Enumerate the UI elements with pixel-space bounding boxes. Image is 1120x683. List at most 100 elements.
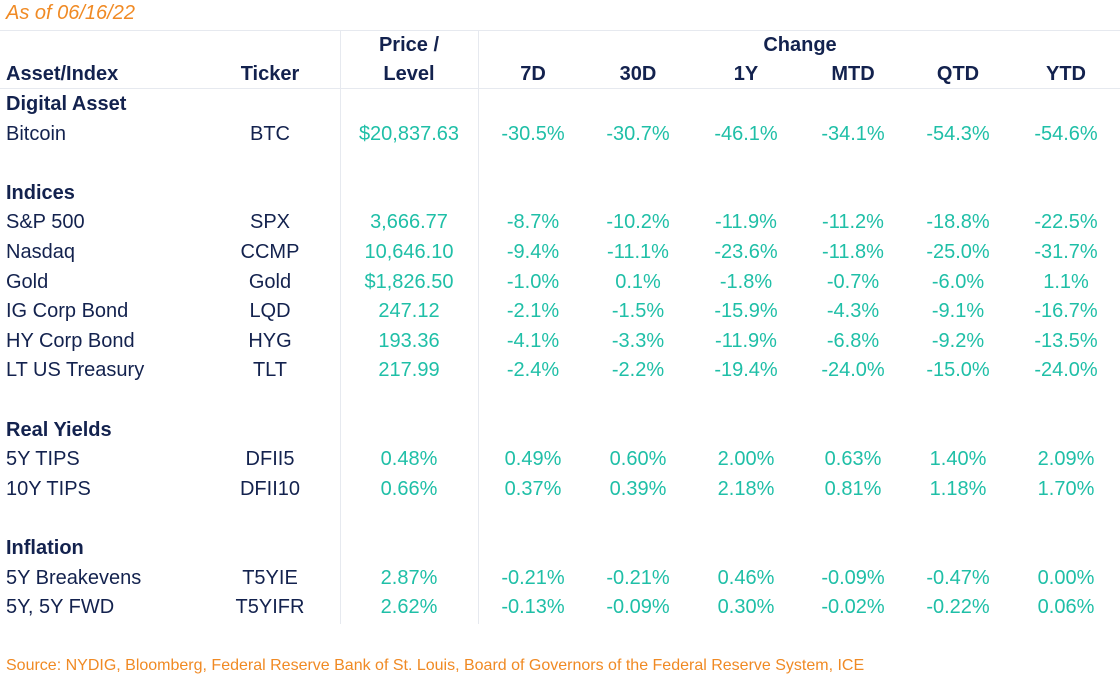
change-7d: -0.13%: [501, 596, 565, 619]
change-1y: 2.00%: [717, 448, 775, 471]
change-30d: -0.09%: [606, 596, 670, 619]
change-30d: -3.3%: [611, 329, 665, 352]
change-mtd: -11.2%: [822, 211, 884, 234]
section-title: Real Yields: [6, 418, 112, 441]
change-1y: -23.6%: [714, 241, 778, 263]
asset-name: Nasdaq: [6, 241, 75, 263]
change-mtd: -34.1%: [821, 122, 885, 145]
change-7d: -30.5%: [501, 122, 565, 145]
change-ytd: -22.5%: [1034, 211, 1098, 234]
table-row: IG Corp Bond LQD 247.12 -2.1% -1.5% -15.9% -4.…: [0, 300, 1120, 329]
header-period-5: YTD: [1046, 63, 1086, 85]
price-level: 193.36: [378, 329, 440, 352]
ticker: TLT: [252, 359, 288, 382]
change-qtd: -6.0%: [931, 270, 985, 293]
change-qtd: 1.40%: [929, 448, 987, 471]
ticker: CCMP: [240, 241, 300, 263]
change-ytd: -24.0%: [1034, 359, 1098, 382]
table-row: 5Y, 5Y FWD T5YIFR 2.62% -0.13% -0.09% 0.30% -0…: [0, 596, 1120, 625]
change-mtd: -0.02%: [821, 596, 885, 619]
header-price-line1: Price /: [378, 34, 440, 56]
change-30d: 0.39%: [609, 477, 667, 500]
change-qtd: -15.0%: [926, 359, 990, 382]
asset-name: IG Corp Bond: [6, 300, 129, 323]
table-row: Bitcoin BTC $20,837.63 -30.5% -30.7% -46.1% -3…: [0, 123, 1120, 152]
change-1y: -11.9%: [715, 329, 777, 352]
change-qtd: -9.1%: [931, 300, 985, 323]
change-ytd: -16.7%: [1034, 300, 1098, 323]
price-level: $20,837.63: [358, 122, 460, 145]
change-ytd: 0.00%: [1037, 566, 1095, 589]
price-level: 2.62%: [380, 596, 438, 619]
table-row: LT US Treasury TLT 217.99 -2.4% -2.2% -19.4% -…: [0, 359, 1120, 388]
section-title: Inflation: [6, 537, 84, 559]
asset-name: Bitcoin: [6, 122, 67, 145]
price-level: 247.12: [378, 300, 440, 323]
change-qtd: -18.8%: [926, 211, 990, 234]
change-7d: -4.1%: [506, 329, 560, 352]
asset-name: Gold: [6, 270, 49, 293]
ticker: DFII5: [245, 448, 295, 471]
ticker: HYG: [248, 329, 292, 352]
change-30d: -11.1%: [607, 241, 669, 263]
price-level: 0.48%: [380, 448, 438, 471]
price-level: 3,666.77: [370, 211, 448, 234]
ticker: Gold: [248, 270, 292, 293]
change-mtd: -4.3%: [826, 300, 880, 323]
change-1y: 2.18%: [717, 477, 775, 500]
section-title: Digital Asset: [6, 93, 127, 115]
header-period-1: 30D: [619, 63, 657, 85]
change-1y: -11.9%: [715, 211, 777, 234]
header-price-line2: Level: [383, 63, 435, 85]
change-30d: -10.2%: [606, 211, 670, 234]
asset-name: 5Y TIPS: [6, 448, 80, 471]
column-divider: [340, 30, 341, 624]
change-7d: -2.4%: [506, 359, 560, 382]
ticker: T5YIFR: [235, 596, 305, 619]
change-mtd: -6.8%: [826, 329, 880, 352]
price-level: 217.99: [378, 359, 440, 382]
source-note: Source: NYDIG, Bloomberg, Federal Reserv…: [6, 657, 865, 674]
header-ticker: Ticker: [240, 63, 300, 85]
price-level: 2.87%: [380, 566, 438, 589]
change-mtd: -0.09%: [821, 566, 885, 589]
change-7d: -8.7%: [506, 211, 560, 234]
change-30d: -30.7%: [606, 122, 670, 145]
change-30d: -2.2%: [611, 359, 665, 382]
change-mtd: -24.0%: [821, 359, 885, 382]
change-ytd: -31.7%: [1034, 241, 1098, 263]
price-level: 0.66%: [380, 477, 438, 500]
header-period-4: QTD: [936, 63, 980, 85]
change-ytd: 0.06%: [1037, 596, 1095, 619]
price-level: $1,826.50: [364, 270, 454, 293]
change-1y: 0.46%: [717, 566, 775, 589]
change-30d: -1.5%: [611, 300, 665, 323]
change-qtd: -0.47%: [926, 566, 990, 589]
header-period-2: 1Y: [733, 63, 759, 85]
table-row: S&P 500 SPX 3,666.77 -8.7% -10.2% -11.9% -11.2…: [0, 211, 1120, 240]
change-qtd: -0.22%: [926, 596, 990, 619]
change-mtd: 0.63%: [824, 448, 882, 471]
header-change: Change: [763, 34, 837, 56]
row-divider: [0, 88, 1120, 89]
asset-name: 10Y TIPS: [6, 477, 91, 500]
change-ytd: -13.5%: [1034, 329, 1098, 352]
change-qtd: -25.0%: [926, 241, 990, 263]
column-divider: [478, 30, 479, 624]
change-1y: -15.9%: [714, 300, 778, 323]
table-row: Nasdaq CCMP 10,646.10 -9.4% -11.1% -23.6% -11.…: [0, 241, 1120, 270]
change-30d: 0.60%: [609, 448, 667, 471]
change-mtd: -0.7%: [826, 270, 880, 293]
change-7d: -9.4%: [506, 241, 560, 263]
change-1y: -19.4%: [714, 359, 778, 382]
change-7d: -1.0%: [506, 270, 560, 293]
asset-name: 5Y, 5Y FWD: [6, 596, 115, 619]
asset-name: 5Y Breakevens: [6, 566, 142, 589]
section-title: Indices: [6, 181, 75, 204]
change-7d: 0.49%: [504, 448, 562, 471]
change-ytd: 1.70%: [1037, 477, 1095, 500]
ticker: BTC: [250, 122, 290, 145]
table-row: 5Y Breakevens T5YIE 2.87% -0.21% -0.21% 0.46%…: [0, 567, 1120, 596]
header-period-3: MTD: [831, 63, 875, 85]
ticker: T5YIE: [242, 566, 298, 589]
